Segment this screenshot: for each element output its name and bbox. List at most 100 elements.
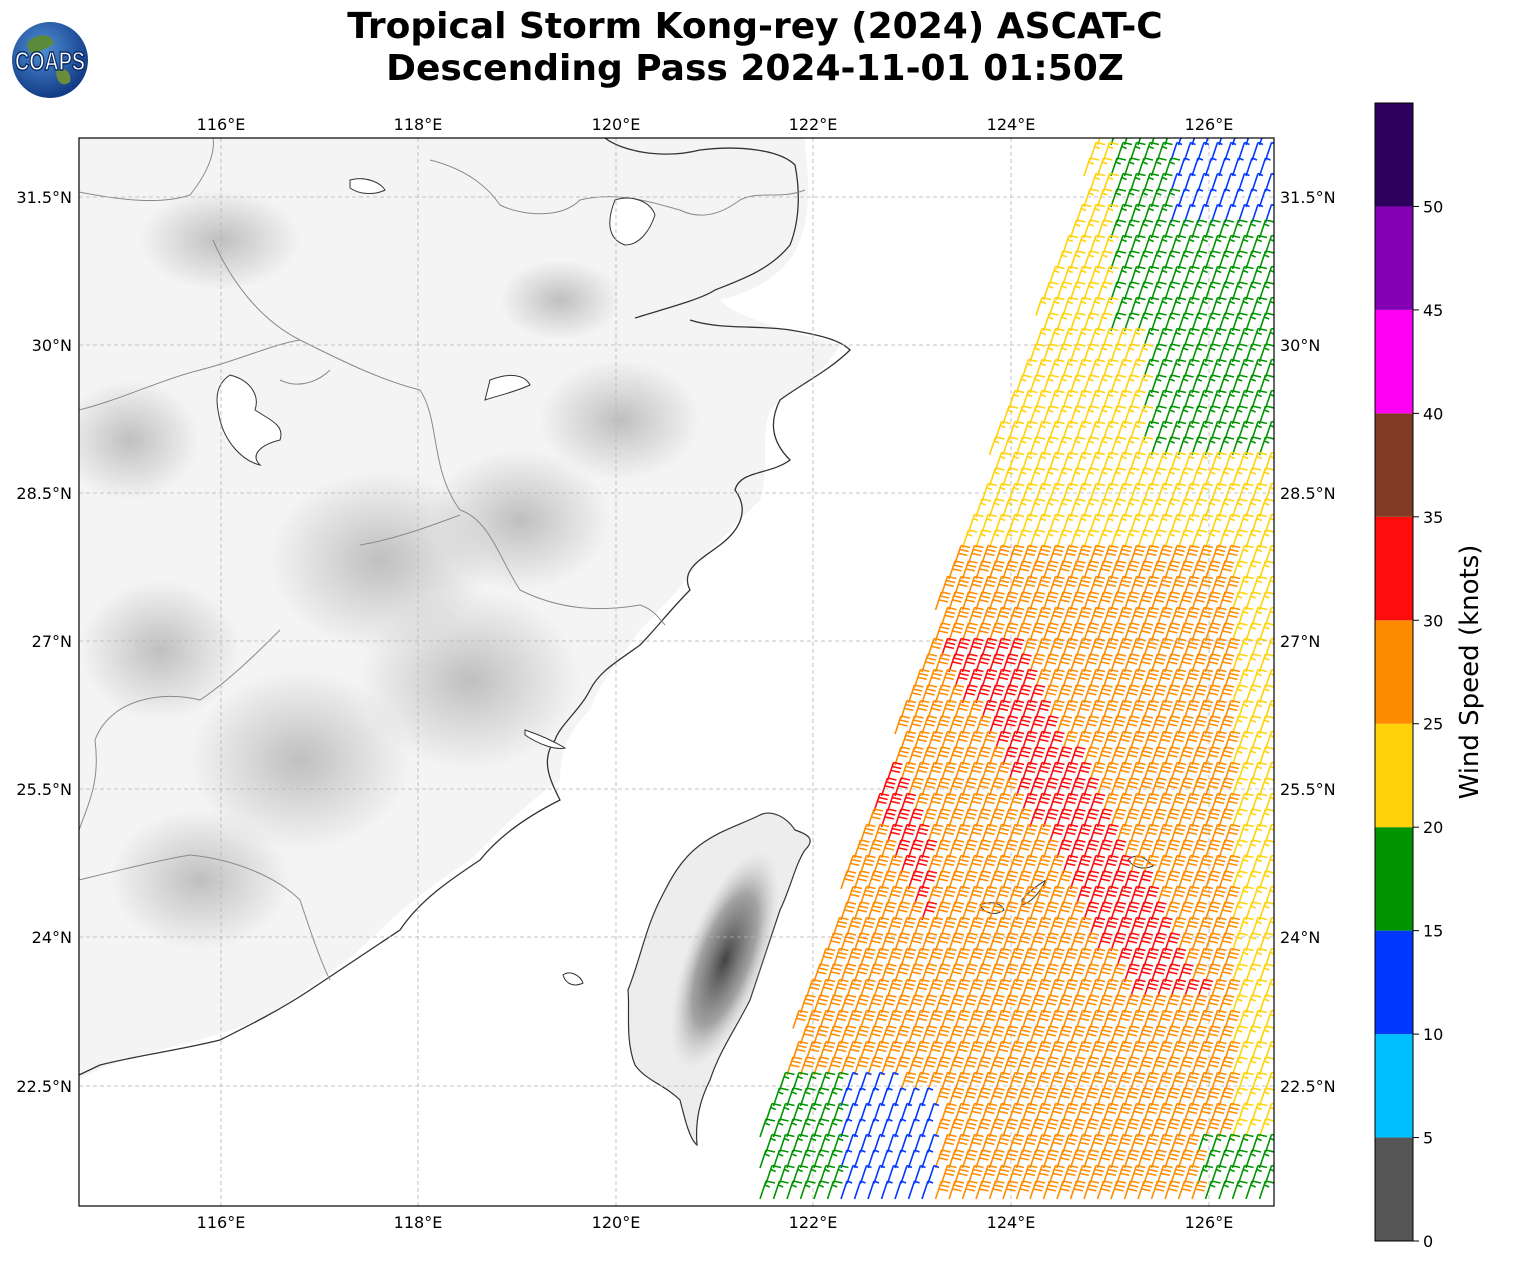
wind-barb (859, 947, 876, 967)
wind-barb (1137, 901, 1154, 921)
wind-barb (1231, 932, 1248, 952)
wind-barb (1083, 467, 1100, 487)
lat-tick-label: 30°N (1280, 336, 1320, 355)
wind-barb (994, 699, 1011, 719)
wind-barb (981, 1009, 998, 1029)
wind-barb (1137, 808, 1154, 828)
wind-barb (1258, 901, 1274, 921)
wind-barb (900, 854, 917, 874)
wind-barb (1210, 947, 1227, 967)
wind-barb (1170, 668, 1187, 688)
wind-barb (1096, 1025, 1113, 1045)
wind-barb (1035, 947, 1052, 967)
lon-tick-label: 126°E (1185, 1213, 1234, 1232)
wind-barb (994, 947, 1011, 967)
wind-barb (1204, 1180, 1221, 1200)
wind-barb (1231, 219, 1248, 239)
wind-barb (1069, 560, 1086, 580)
wind-barb (1021, 854, 1038, 874)
wind-barb (1129, 916, 1146, 936)
wind-barb (1123, 1118, 1140, 1138)
wind-barb (759, 1149, 776, 1169)
wind-barb (1156, 1164, 1173, 1184)
wind-barb (1210, 699, 1227, 719)
wind-barb (1069, 374, 1086, 394)
wind-barb (786, 1056, 803, 1076)
wind-barb (900, 978, 917, 998)
wind-barb (894, 808, 911, 828)
colorbar-tick-label: 15 (1423, 922, 1443, 941)
wind-barb (1156, 1133, 1173, 1153)
wind-barb (1008, 978, 1025, 998)
wind-barb (900, 1102, 913, 1122)
wind-barb (954, 1102, 971, 1122)
wind-barb (1029, 498, 1046, 518)
wind-barb (1218, 777, 1235, 797)
wind-barb (853, 1149, 866, 1169)
wind-barb (1143, 1071, 1160, 1091)
wind-barb (1191, 188, 1204, 208)
wind-barb (1170, 1102, 1187, 1122)
wind-barb (1164, 219, 1181, 239)
wind-barb (1170, 761, 1187, 781)
wind-barb (1170, 1133, 1187, 1153)
wind-barb (1083, 219, 1100, 239)
wind-barb (1164, 1056, 1181, 1076)
wind-barb (940, 947, 957, 967)
wind-barb (1035, 1102, 1052, 1122)
wind-barb (886, 761, 903, 781)
wind-barb (1191, 1025, 1208, 1045)
wind-barb (1042, 901, 1059, 921)
wind-barb (1056, 591, 1073, 611)
wind-barb (1245, 312, 1262, 332)
wind-barb (1021, 544, 1038, 564)
wind-barb (1129, 823, 1146, 843)
wind-barb (1245, 250, 1262, 270)
wind-barb (826, 1056, 843, 1076)
wind-barb (1150, 188, 1167, 208)
colorbar-tick-label: 35 (1423, 508, 1443, 527)
wind-barb (1042, 684, 1059, 704)
wind-barb (1056, 1180, 1073, 1200)
wind-barb (826, 1087, 843, 1107)
wind-barb (1170, 1040, 1187, 1060)
wind-barb (826, 1149, 843, 1169)
wind-barb (1197, 668, 1214, 688)
wind-barb (1089, 916, 1106, 936)
wind-barb (967, 637, 984, 657)
wind-barb (1183, 668, 1200, 688)
wind-barb (880, 1087, 893, 1107)
wind-barb (1062, 978, 1079, 998)
wind-barb (1245, 591, 1262, 611)
wind-barb (975, 932, 992, 952)
wind-barb (805, 978, 822, 998)
wind-barb (948, 622, 965, 642)
wind-barb (940, 1040, 957, 1060)
wind-barb (967, 978, 984, 998)
wind-barb (1218, 157, 1231, 177)
wind-barb (1056, 901, 1073, 921)
colorbar-segment (1375, 103, 1413, 207)
wind-barb (961, 808, 978, 828)
wind-barb (954, 637, 971, 657)
wind-barb (940, 854, 957, 874)
wind-barb (1048, 792, 1065, 812)
wind-barb (975, 498, 992, 518)
wind-barb (1029, 1056, 1046, 1076)
wind-barb (1245, 560, 1262, 580)
wind-barb (1210, 1102, 1227, 1122)
wind-barb (1231, 715, 1248, 735)
wind-barb (1029, 560, 1046, 580)
wind-barb (1069, 839, 1086, 859)
wind-barb (1204, 157, 1217, 177)
wind-barb (1056, 870, 1073, 890)
wind-barb (1035, 792, 1052, 812)
wind-barb (1258, 653, 1274, 673)
wind-barb (1056, 622, 1073, 642)
wind-barb (1096, 591, 1113, 611)
wind-barb (1035, 1071, 1052, 1091)
wind-barb (1116, 854, 1133, 874)
wind-barb (1048, 885, 1065, 905)
wind-barb (1110, 281, 1127, 301)
wind-barb (1110, 591, 1127, 611)
